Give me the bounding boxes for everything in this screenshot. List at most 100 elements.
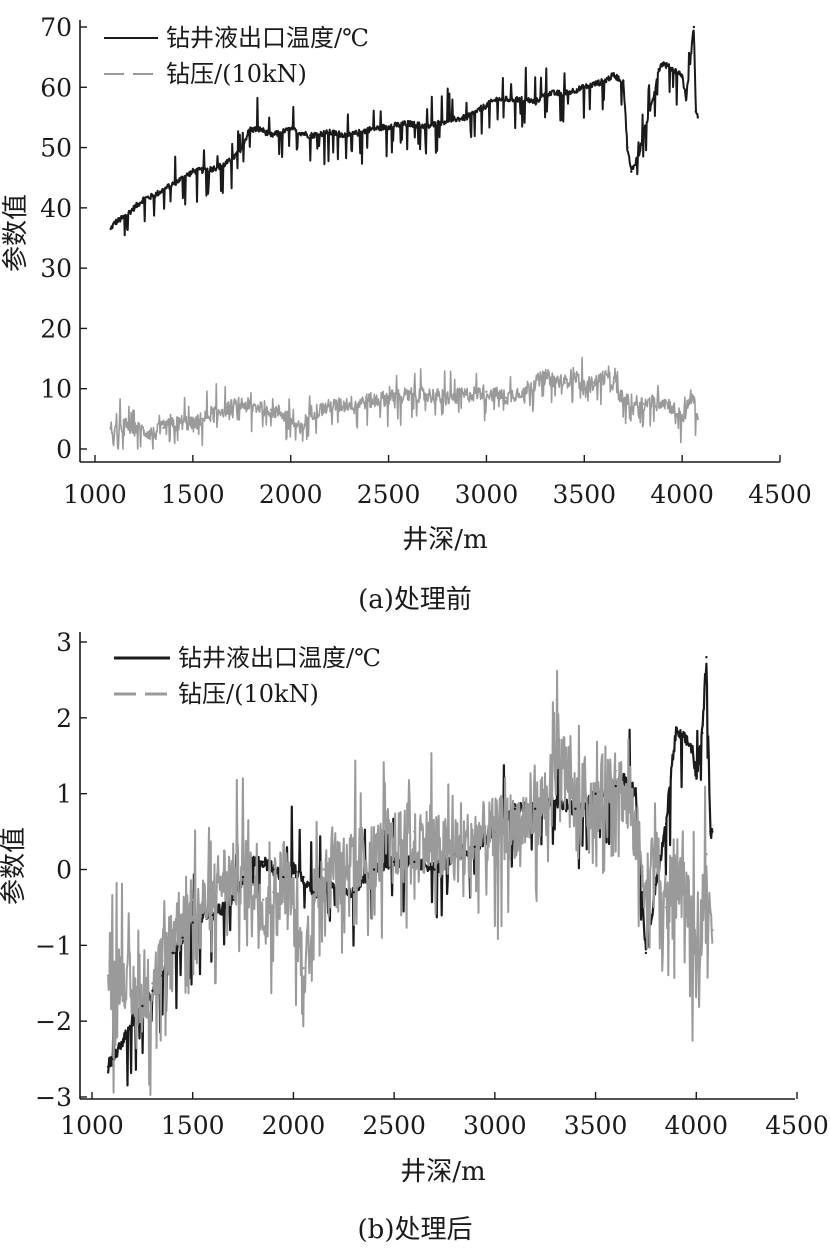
temperature-point xyxy=(413,860,416,864)
wob-point xyxy=(634,830,638,833)
y-axis-label: 参数值 xyxy=(1,194,31,272)
temperature-point xyxy=(241,875,245,879)
temperature-point xyxy=(392,860,396,864)
wob-point xyxy=(110,982,114,985)
wob-point xyxy=(574,800,577,803)
temperature-point xyxy=(641,134,645,137)
temperature-point xyxy=(292,868,295,871)
temperature-point xyxy=(711,830,714,833)
y-tick-label: 2 xyxy=(56,704,72,733)
wob-point xyxy=(262,898,265,901)
temperature-point xyxy=(248,128,251,131)
temperature-point xyxy=(141,1004,144,1008)
temperature-point xyxy=(670,762,674,765)
y-tick-group: −3 −2 −1 0 1 2 3 xyxy=(35,628,87,1112)
wob-point xyxy=(269,408,273,411)
wob-point xyxy=(141,997,144,1000)
temperature-point xyxy=(131,1020,134,1023)
wob-point xyxy=(473,838,476,841)
temperature-point xyxy=(644,951,648,955)
y-tick-label: 0 xyxy=(56,435,72,464)
wob-point xyxy=(543,375,547,378)
temperature-point xyxy=(123,215,126,219)
temperature-point xyxy=(426,125,429,128)
wob-point xyxy=(654,853,658,856)
y-axis-label: 参数值 xyxy=(0,827,29,905)
temperature-point xyxy=(640,891,644,894)
temperature-point xyxy=(554,800,557,803)
wob-point xyxy=(260,405,263,408)
temperature-point xyxy=(685,739,688,742)
temperature-point xyxy=(614,784,617,788)
temperature-point xyxy=(231,898,235,901)
temperature-point xyxy=(674,731,678,735)
temperature-point xyxy=(387,125,390,128)
temperature-point xyxy=(151,989,154,992)
wob-point xyxy=(413,830,416,833)
wob-point xyxy=(328,405,332,408)
legend-label-wob: 钻压/(10kN) xyxy=(166,60,307,88)
wob-point xyxy=(221,408,224,411)
x-tick-group: 1000 1500 2000 2500 3000 3500 4000 4500 xyxy=(60,1092,829,1140)
temperature-point xyxy=(664,822,668,826)
y-tick-label: 0 xyxy=(56,856,72,885)
temperature-point xyxy=(433,868,436,871)
temperature-point xyxy=(113,221,116,225)
temperature-point xyxy=(594,792,597,795)
wob-point xyxy=(406,393,410,396)
x-tick-label: 2000 xyxy=(259,480,323,509)
temperature-point xyxy=(109,227,112,231)
temperature-point xyxy=(612,74,615,77)
wob-point xyxy=(372,853,376,856)
wob-point xyxy=(624,800,627,803)
wob-point xyxy=(123,423,126,427)
y-tick-group: 0 10 20 30 40 50 60 70 xyxy=(40,13,87,464)
wob-point xyxy=(592,381,596,384)
temperature-point xyxy=(651,98,654,101)
temperature-point xyxy=(533,807,537,810)
wob-point xyxy=(251,883,255,886)
temperature-point xyxy=(650,913,654,917)
wob-point xyxy=(289,417,292,421)
series-line-grey-noise xyxy=(107,669,714,1096)
wob-point xyxy=(524,387,527,390)
temperature-point xyxy=(260,128,263,131)
wob-point xyxy=(602,375,606,378)
series-point-marks xyxy=(106,656,714,1068)
temperature-point xyxy=(583,86,586,89)
temperature-point xyxy=(132,206,136,210)
temperature-point xyxy=(709,830,712,833)
y-tick-label: 20 xyxy=(40,314,72,343)
wob-point xyxy=(453,853,456,856)
temperature-point xyxy=(279,131,283,134)
temperature-point xyxy=(524,98,527,101)
legend: 钻井液出口温度/℃ 钻压/(10kN) xyxy=(114,644,381,708)
temperature-point xyxy=(312,891,315,894)
wob-point xyxy=(230,405,234,408)
wob-point xyxy=(299,429,302,433)
temperature-point xyxy=(302,875,305,879)
wob-point xyxy=(211,891,215,894)
temperature-point xyxy=(657,68,660,71)
wob-point xyxy=(696,417,699,421)
wob-point xyxy=(564,762,567,765)
temperature-point xyxy=(110,1057,114,1061)
wob-point xyxy=(533,815,537,818)
wob-point xyxy=(446,396,449,399)
x-tick-label: 3000 xyxy=(463,1111,527,1140)
temperature-point xyxy=(637,152,641,155)
temperature-point xyxy=(221,164,224,167)
x-tick-label: 3500 xyxy=(564,1111,628,1140)
temperature-point xyxy=(684,98,688,101)
x-tick-label: 1500 xyxy=(161,1111,225,1140)
temperature-point xyxy=(622,80,625,83)
series-line-black-noise xyxy=(109,29,699,237)
wob-point xyxy=(142,429,146,433)
temperature-point xyxy=(152,194,155,197)
temperature-point xyxy=(406,122,410,125)
wob-point xyxy=(426,393,429,396)
panel-caption: (a)处理前 xyxy=(358,585,472,615)
wob-point xyxy=(309,411,312,414)
x-tick-label: 4500 xyxy=(748,480,812,509)
